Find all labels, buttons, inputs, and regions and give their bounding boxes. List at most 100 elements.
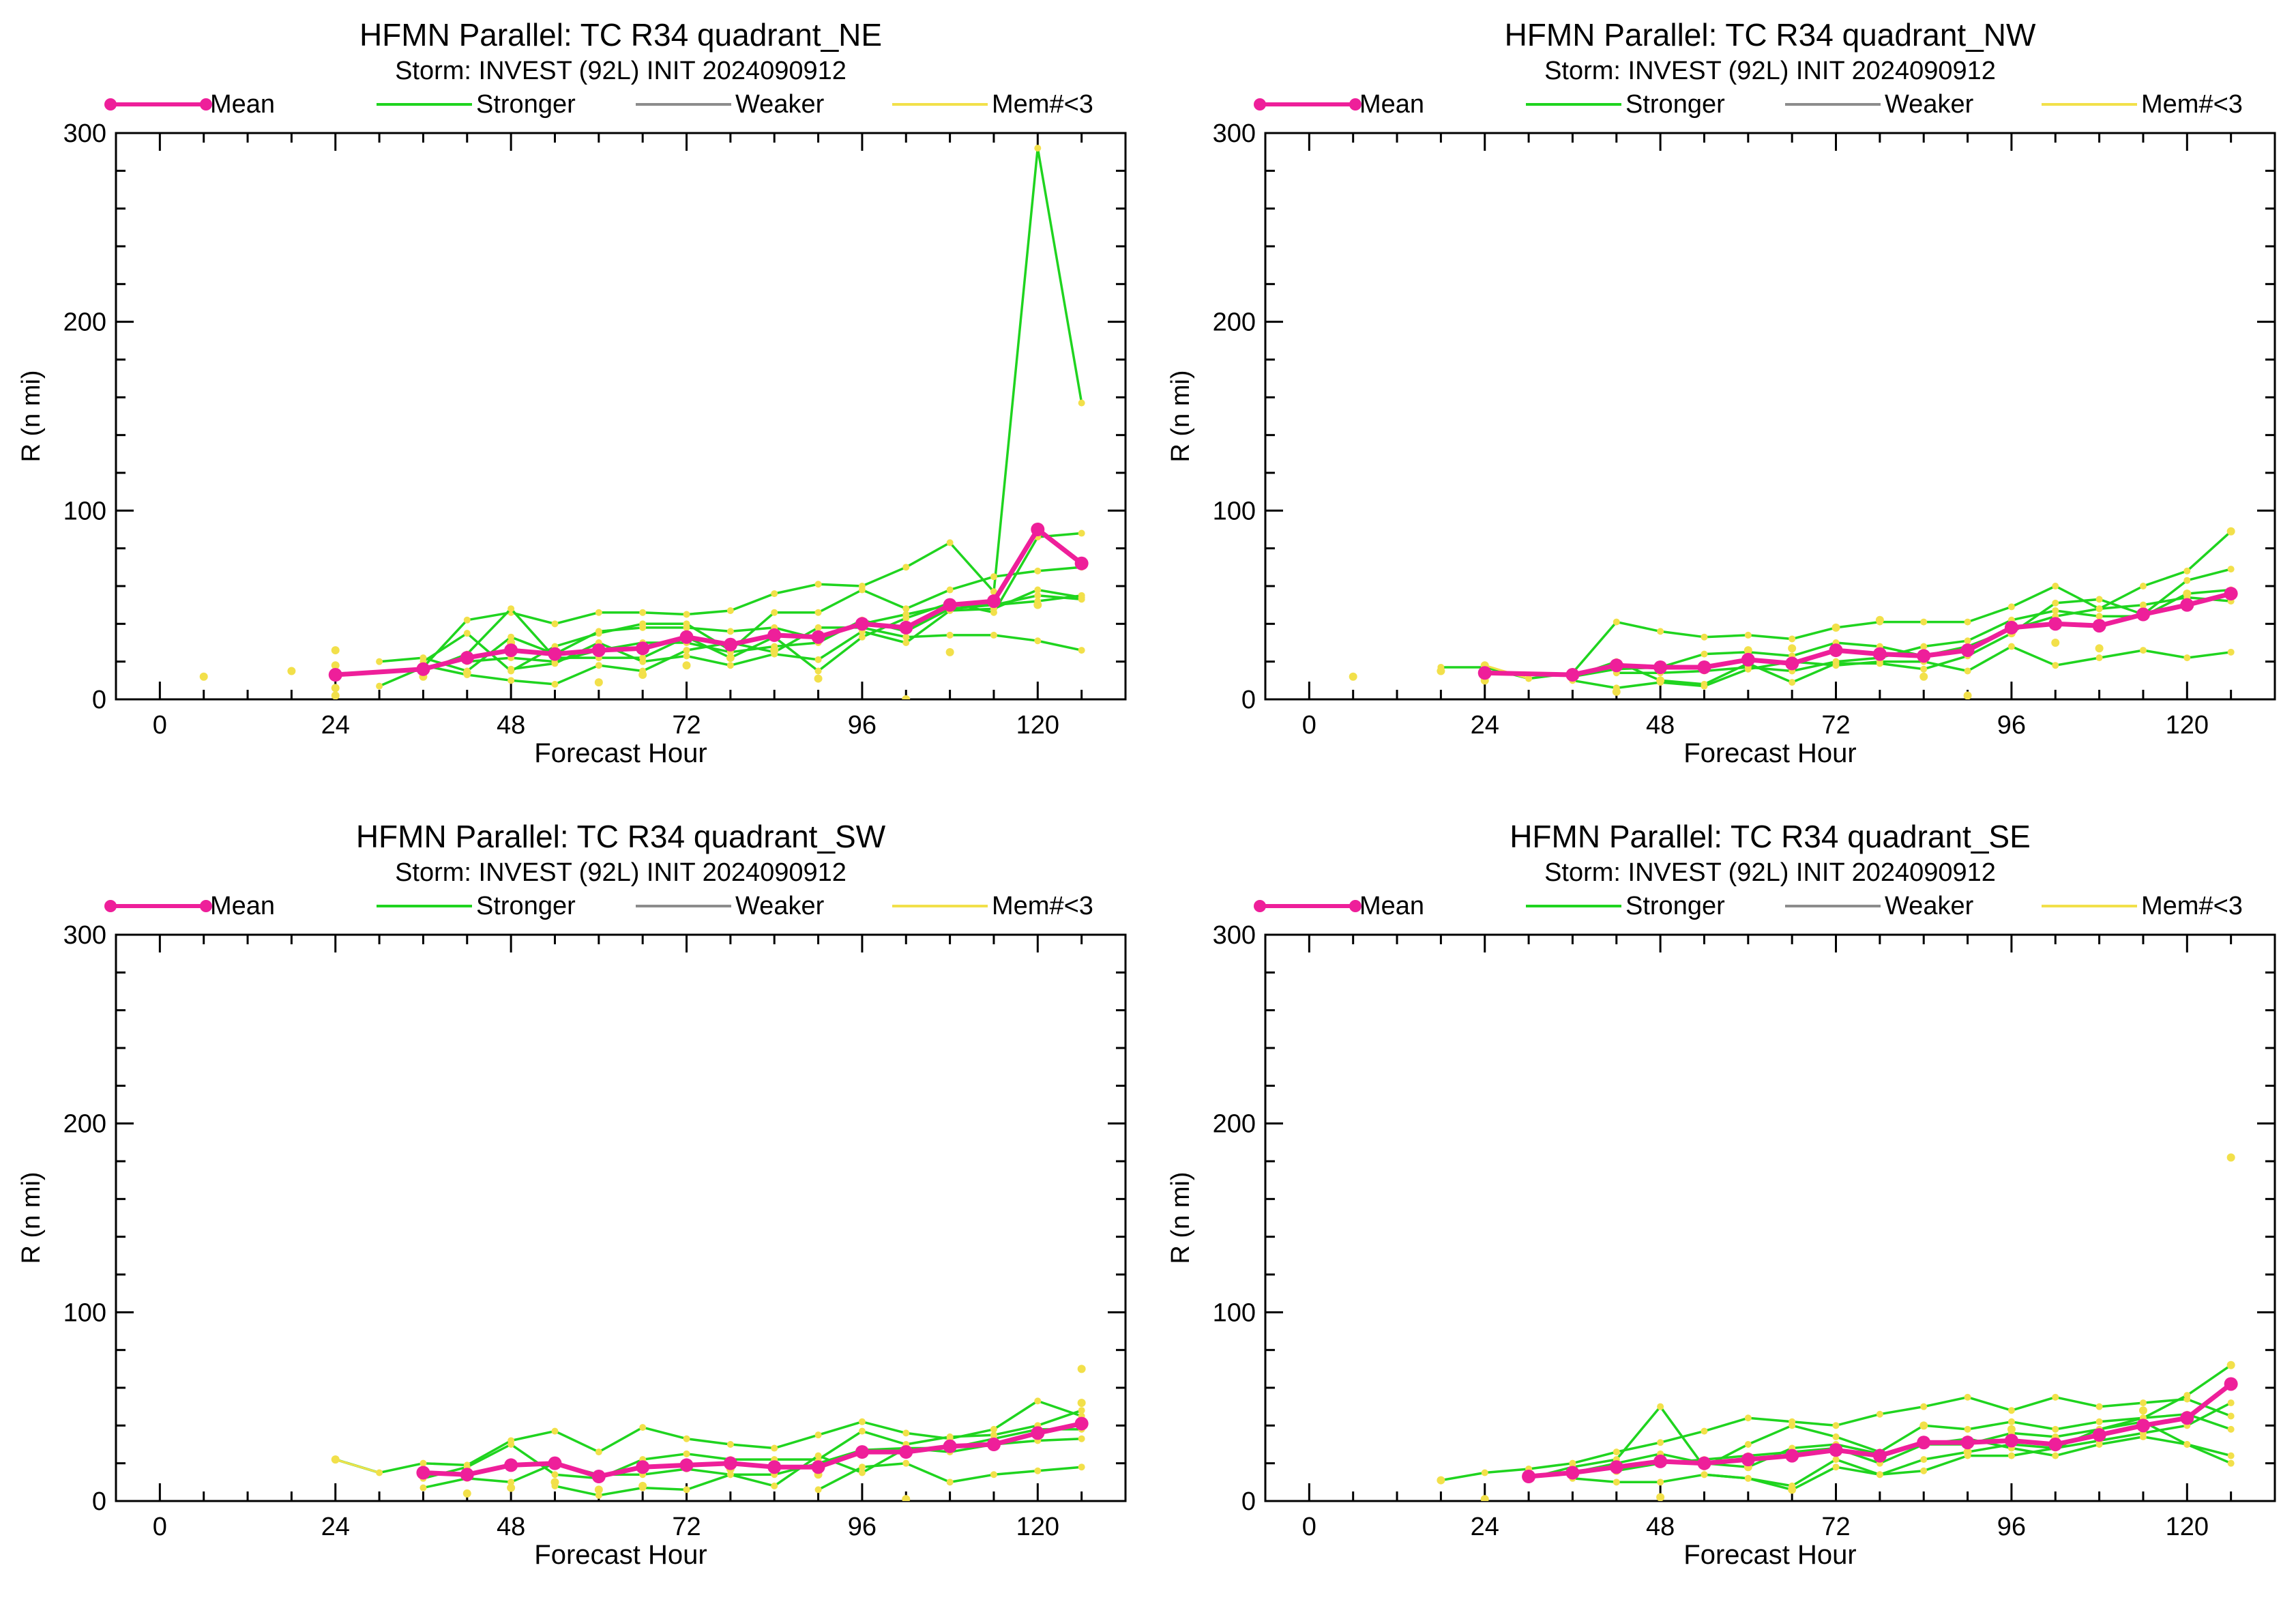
- mean-series-point: [1829, 643, 1843, 658]
- legend-marker-mean: [1349, 900, 1362, 912]
- stronger-series-point: [1034, 1467, 1042, 1474]
- stronger-series-point: [814, 1452, 822, 1459]
- stronger-series-point: [726, 607, 734, 614]
- stronger-series-point: [946, 1433, 954, 1440]
- chart-panel-4: HFMN Parallel: TC R34 quadrant_SE Storm: …: [1166, 819, 2276, 1570]
- stronger-series-point: [902, 611, 910, 618]
- y-tick-label: 200: [63, 308, 106, 337]
- few-member-point: [770, 646, 779, 655]
- few-member-point: [287, 667, 296, 675]
- stronger-series-point: [1034, 586, 1042, 594]
- few-member-point: [1077, 1399, 1086, 1408]
- stronger-series-point: [1657, 1403, 1664, 1410]
- y-tick-label: 100: [63, 497, 106, 525]
- y-tick-label: 100: [1213, 1298, 1256, 1327]
- stronger-series-point: [1701, 1427, 1708, 1435]
- few-member-point: [2226, 527, 2235, 536]
- few-member-point: [1963, 691, 1972, 699]
- stronger-series-point: [814, 624, 822, 631]
- stronger-series-point: [726, 662, 734, 669]
- stronger-series-point: [1964, 1425, 1971, 1433]
- stronger-series-point: [1920, 665, 1928, 673]
- stronger-series-point: [1920, 1467, 1928, 1474]
- stronger-series-point: [946, 586, 954, 594]
- few-member-point: [331, 691, 340, 699]
- mean-series-point: [811, 630, 825, 644]
- legend-marker-mean: [104, 900, 117, 912]
- mean-series-point: [1609, 1460, 1623, 1474]
- x-tick-label: 120: [2166, 1513, 2209, 1541]
- legend-label-few: Mem#<3: [992, 892, 1093, 920]
- stronger-series-point: [726, 628, 734, 635]
- stronger-series-point: [2227, 1459, 2235, 1467]
- mean-series-point: [1785, 1448, 1799, 1463]
- few-member-point: [2226, 1360, 2235, 1369]
- stronger-series-point: [639, 658, 647, 665]
- mean-series-point: [1960, 643, 1975, 658]
- y-tick-label: 300: [63, 921, 106, 950]
- few-member-point: [1480, 1495, 1489, 1501]
- stronger-series-point: [2139, 1399, 2147, 1407]
- mean-series-point: [2180, 1411, 2194, 1425]
- stronger-series-point: [946, 631, 954, 639]
- x-tick-label: 48: [1646, 711, 1675, 740]
- x-tick-label: 72: [1821, 711, 1850, 740]
- stronger-series-point: [2007, 1452, 2015, 1459]
- mean-series-point: [591, 1470, 606, 1484]
- few-member-point: [1788, 1485, 1797, 1494]
- few-member-point: [331, 684, 340, 693]
- stronger-series-point: [2052, 607, 2059, 614]
- stronger-series-point: [771, 1482, 778, 1489]
- mean-series-point: [1609, 658, 1623, 673]
- x-tick-label: 120: [1016, 711, 1059, 740]
- stronger-series-point: [902, 1459, 910, 1467]
- stronger-series-point: [2095, 596, 2103, 603]
- stronger-series-point: [1078, 594, 1085, 601]
- mean-series-point: [899, 620, 913, 635]
- stronger-series-point: [902, 639, 910, 646]
- stronger-series-point: [1078, 1435, 1085, 1442]
- few-member-point: [1788, 644, 1797, 653]
- x-tick-label: 24: [1471, 711, 1499, 740]
- legend: Mean Stronger Weaker Mem#<3: [1254, 892, 2243, 920]
- mean-series-point: [2224, 587, 2238, 601]
- few-member-point: [199, 672, 208, 681]
- mean-series-point: [416, 662, 430, 676]
- few-member-point: [1656, 676, 1665, 685]
- stronger-series-point: [2052, 1393, 2059, 1401]
- stronger-series-point: [1701, 1471, 1708, 1479]
- stronger-series-point: [683, 611, 690, 618]
- axis-ticks: [115, 933, 1127, 1502]
- stronger-series-point: [1657, 628, 1664, 635]
- stronger-series-point: [683, 624, 690, 631]
- legend-marker-mean: [200, 98, 212, 111]
- mean-series-point: [2092, 619, 2106, 633]
- stronger-series-point: [990, 573, 997, 581]
- few-member-point: [1963, 1448, 1972, 1457]
- few-member-point: [331, 661, 340, 670]
- stronger-series-point: [507, 665, 515, 673]
- stronger-series-point: [2227, 1452, 2235, 1459]
- mean-series-point: [986, 594, 1001, 609]
- y-tick-label: 100: [1213, 497, 1256, 525]
- legend: Mean Stronger Weaker Mem#<3: [104, 90, 1093, 119]
- few-member-point: [945, 647, 954, 656]
- stronger-series-point: [902, 1429, 910, 1437]
- stronger-series-point: [1832, 1433, 1840, 1440]
- mean-series-point: [2180, 598, 2194, 612]
- legend-label-stronger: Stronger: [1625, 892, 1725, 920]
- stronger-series-point: [683, 652, 690, 660]
- stronger-series-point: [814, 609, 822, 616]
- few-member-point: [2183, 589, 2192, 598]
- stronger-series-point: [858, 1418, 866, 1425]
- few-member-point: [507, 1483, 516, 1492]
- axis-ticks: [1264, 933, 2276, 1502]
- mean-series-point: [1960, 1436, 1975, 1450]
- y-tick-label: 0: [1241, 686, 1256, 714]
- stronger-series-point: [1744, 631, 1752, 639]
- chart-title: HFMN Parallel: TC R34 quadrant_NW: [1505, 17, 2036, 53]
- stronger-series-point: [463, 630, 471, 637]
- few-member-point: [2051, 639, 2060, 647]
- y-tick-label: 100: [63, 1298, 106, 1327]
- mean-series-point: [855, 1445, 869, 1459]
